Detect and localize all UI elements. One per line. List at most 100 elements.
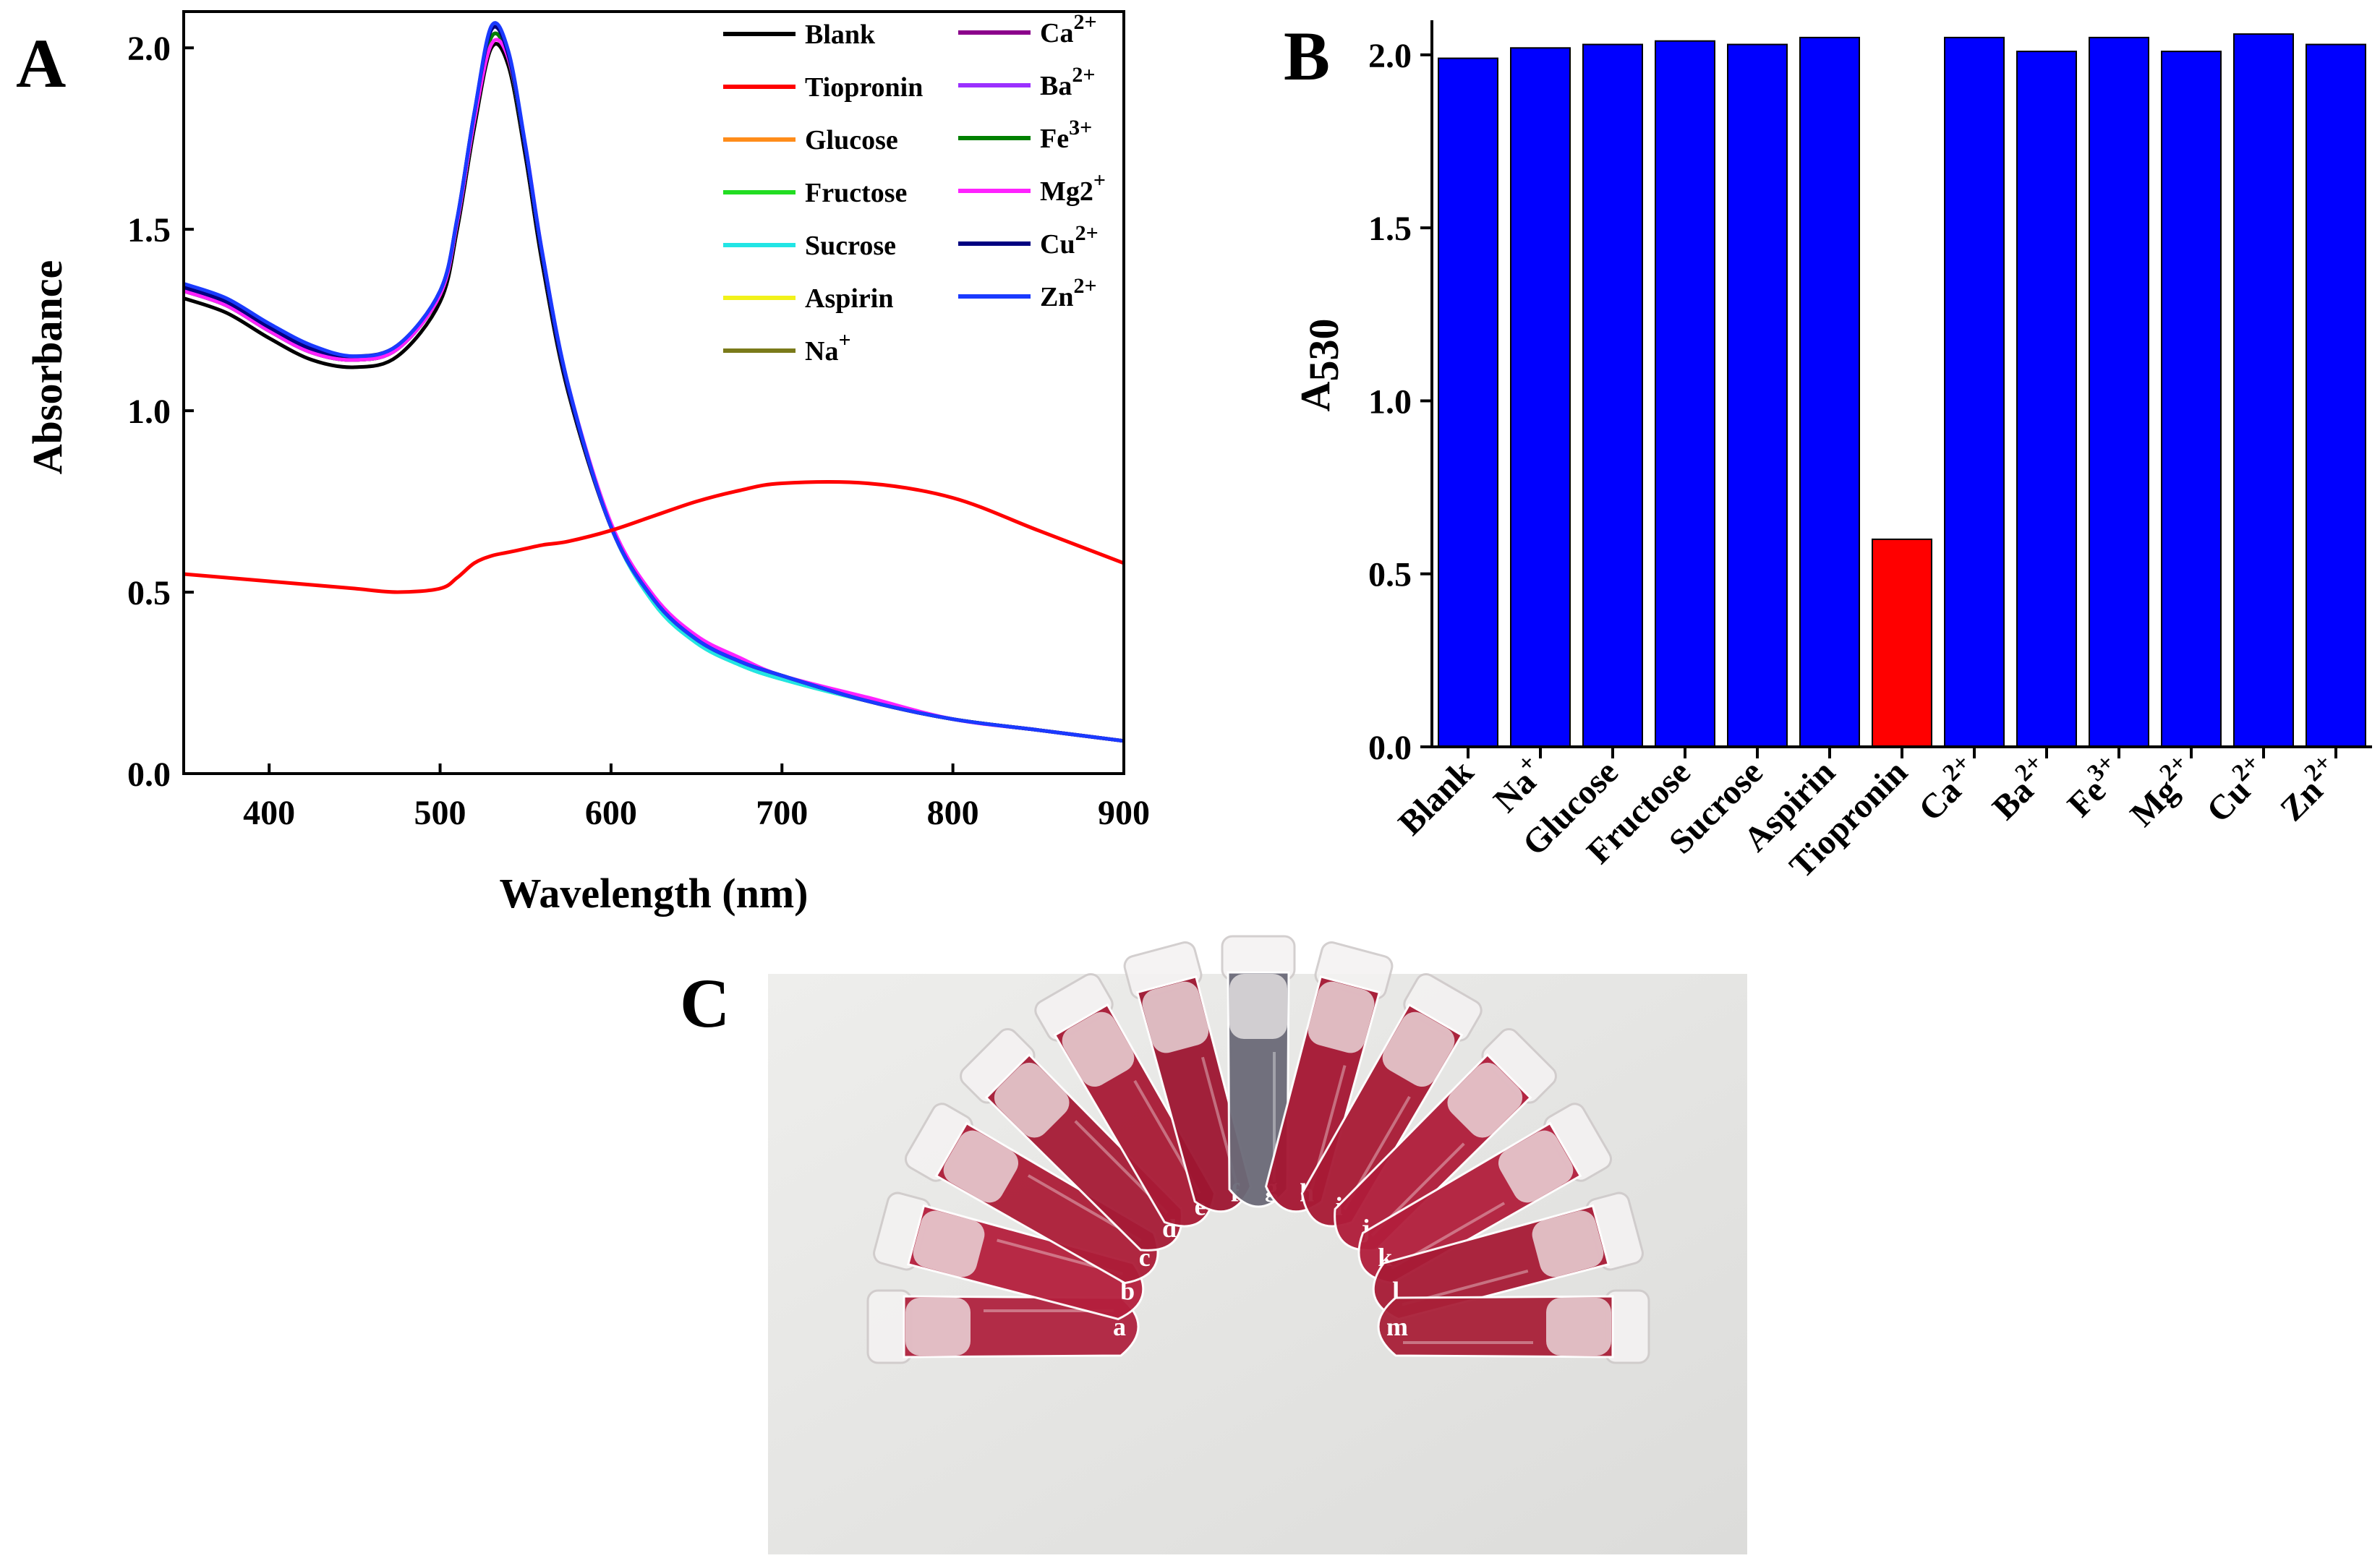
a530-y-axis-text: A530 xyxy=(1292,319,1347,412)
x-tick-label: Mg2+ xyxy=(2119,749,2204,834)
legend-label-zn: Zn2+ xyxy=(1040,274,1097,312)
a530-y-axis-title: A530 xyxy=(1292,319,1347,412)
x-tick-label: 500 xyxy=(414,794,466,832)
tube-air-gap xyxy=(943,1130,1019,1203)
bar-na xyxy=(1510,47,1571,748)
legend-label-ba: Ba2+ xyxy=(1040,63,1095,101)
tube-e xyxy=(1034,972,1216,1228)
x-tick-label: Cu2+ xyxy=(2196,749,2277,830)
tube-photo: abcdefghijklm xyxy=(768,935,1747,1554)
tube-air-gap xyxy=(905,1298,971,1356)
tube-m xyxy=(1377,1289,1650,1364)
legend-label-blank: Blank xyxy=(805,20,876,50)
y-tick-label: 0.5 xyxy=(127,574,171,612)
bar-fructose xyxy=(1655,40,1715,748)
bar-cu xyxy=(2233,33,2294,748)
tube-air-gap xyxy=(1062,1011,1135,1087)
tube-label-m: m xyxy=(1386,1312,1408,1341)
series-line-tiopronin xyxy=(183,480,1125,594)
series-line-blank xyxy=(183,42,1125,743)
legend-label-ca: Ca2+ xyxy=(1040,10,1097,48)
spectra-legend: Blank Tiopronin Glucose Fructose Sucrose Aspi… xyxy=(723,10,1106,367)
legend-label-sucrose: Sucrose xyxy=(805,231,896,261)
tube-f xyxy=(1123,941,1253,1213)
legend-label-fructose: Fructose xyxy=(805,178,907,208)
absorbance-spectra-chart: Blank Tiopronin Glucose Fructose Sucrose Aspi… xyxy=(24,10,1150,917)
spectra-plot-frame xyxy=(182,10,1125,775)
x-tick-label-group: Cu2+ xyxy=(2196,749,2277,830)
bar-fe xyxy=(2089,36,2149,748)
spectra-ticks: 400 500 600 700 800 900 0.0 0.5 1.0 1.5 2.0 xyxy=(127,30,1150,832)
y-tick-label: 1.5 xyxy=(1368,210,1412,248)
tube-air-gap xyxy=(1229,974,1287,1039)
tube-arc: abcdefghijklm xyxy=(866,935,1650,1364)
bar-ba xyxy=(2016,51,2077,748)
x-tick-label: 900 xyxy=(1098,794,1150,832)
tube-l xyxy=(1372,1191,1644,1321)
y-tick-label: 1.5 xyxy=(127,211,171,249)
panel-label-c: C xyxy=(680,964,730,1042)
bar-ca xyxy=(1944,36,2005,748)
tube-label-l: l xyxy=(1392,1276,1399,1305)
x-tick-label-group: Zn2+ xyxy=(2269,749,2349,829)
tube-i xyxy=(1300,972,1483,1228)
tube-g xyxy=(1221,935,1296,1208)
x-tick-label: 800 xyxy=(927,794,979,832)
spectra-y-axis-title: Absorbance xyxy=(24,260,71,474)
tube-air-gap xyxy=(1447,1062,1523,1138)
legend-label-mg2: Mg2+ xyxy=(1040,168,1106,207)
a530-bar-chart: Blank Na+GlucoseFructoseSucroseAspirinTio… xyxy=(1292,20,2372,886)
x-tick-label: Ca2+ xyxy=(1908,749,1987,829)
a530-bars xyxy=(1438,33,2366,748)
panel-label-b: B xyxy=(1284,17,1330,95)
legend-label-aspirin: Aspirin xyxy=(805,283,893,314)
spectra-x-axis-title: Wavelength (nm) xyxy=(500,870,809,917)
tube-air-gap xyxy=(1382,1011,1455,1087)
legend-label-cu: Cu2+ xyxy=(1040,221,1099,260)
bar-mg xyxy=(2161,51,2222,748)
x-tick-label-group: Ca2+ xyxy=(1908,749,1987,829)
x-tick-label: Zn2+ xyxy=(2269,749,2349,829)
x-tick-label-group: Mg2+ xyxy=(2119,749,2204,834)
tube-air-gap xyxy=(1546,1298,1611,1356)
tube-air-gap xyxy=(1308,981,1375,1053)
legend-label-na: Na+ xyxy=(805,328,851,367)
y-tick-label: 0.5 xyxy=(1368,556,1412,594)
legend-label-tiopronin: Tiopronin xyxy=(805,72,923,103)
x-tick-label-group: Fe3+ xyxy=(2057,749,2132,824)
x-tick-label-group: Ba2+ xyxy=(1982,749,2060,827)
series-line-mg2 xyxy=(183,38,1125,743)
spectra-axes xyxy=(182,10,1125,775)
x-tick-label: Ba2+ xyxy=(1982,749,2060,827)
x-tick-label: 700 xyxy=(756,794,808,832)
tube-air-gap xyxy=(994,1062,1070,1138)
tube-b xyxy=(873,1191,1145,1321)
x-tick-label: 400 xyxy=(243,794,295,832)
bar-glucose xyxy=(1582,43,1643,748)
tube-a xyxy=(866,1289,1140,1364)
y-tick-label: 2.0 xyxy=(127,30,171,68)
y-tick-label: 1.0 xyxy=(127,393,171,431)
bar-zn xyxy=(2306,43,2366,748)
x-tick-label: 600 xyxy=(585,794,637,832)
y-tick-label: 0.0 xyxy=(1368,729,1412,767)
bar-aspirin xyxy=(1799,36,1860,748)
tube-air-gap xyxy=(1498,1130,1574,1203)
y-tick-label: 2.0 xyxy=(1368,37,1412,75)
legend-label-glucose: Glucose xyxy=(805,125,898,155)
tube-air-gap xyxy=(913,1210,985,1278)
y-tick-label: 1.0 xyxy=(1368,382,1412,421)
bar-tiopronin xyxy=(1872,538,1932,748)
bar-sucrose xyxy=(1727,43,1788,748)
tube-air-gap xyxy=(1532,1210,1604,1278)
x-tick-label: Fe3+ xyxy=(2057,749,2132,824)
spectra-lines xyxy=(183,21,1125,743)
legend-label-fe: Fe3+ xyxy=(1040,116,1092,154)
series-line-zn xyxy=(183,21,1125,743)
tube-air-gap xyxy=(1142,981,1209,1053)
bar-blank xyxy=(1438,57,1498,748)
panel-label-a: A xyxy=(16,25,66,102)
y-tick-label: 0.0 xyxy=(127,756,171,794)
series-line-cu xyxy=(183,25,1125,743)
